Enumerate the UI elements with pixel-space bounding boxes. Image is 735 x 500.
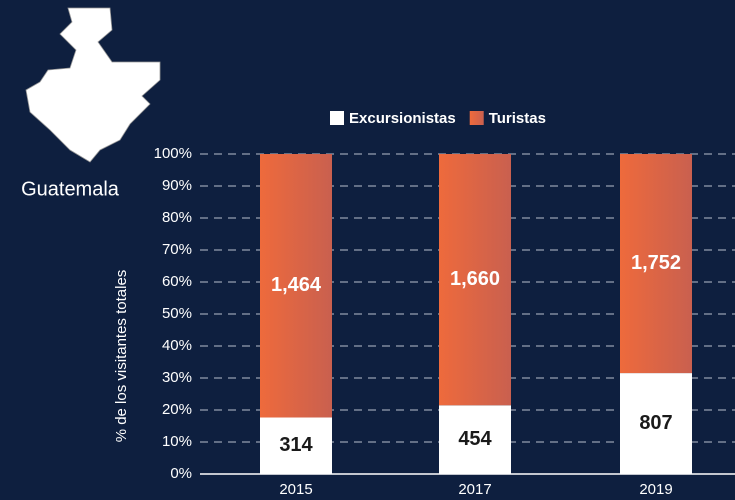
y-tick-label: 80% — [162, 209, 192, 226]
y-tick-label: 40% — [162, 337, 192, 354]
y-tick-label: 100% — [154, 145, 192, 162]
bar-segment — [620, 373, 692, 474]
bar-segment — [439, 154, 511, 406]
y-tick-label: 30% — [162, 369, 192, 386]
y-tick-label: 20% — [162, 401, 192, 418]
x-tick-label: 2019 — [639, 481, 672, 498]
legend-label: Excursionistas — [349, 110, 456, 127]
legend-swatch — [469, 111, 484, 125]
value-label: 807 — [639, 412, 672, 434]
y-tick-label: 90% — [162, 177, 192, 194]
x-tick-label: 2015 — [279, 481, 312, 498]
legend-label: Turistas — [489, 110, 546, 127]
bar-segment — [620, 154, 692, 374]
bar-segment — [439, 405, 511, 474]
bar-segment — [260, 154, 332, 418]
map-label: Guatemala — [21, 178, 120, 200]
y-axis-title: % de los visitantes totales — [113, 270, 130, 443]
y-tick-label: 70% — [162, 241, 192, 258]
bar-segment — [260, 417, 332, 474]
y-tick-label: 50% — [162, 305, 192, 322]
map — [25, 7, 161, 163]
legend-swatch — [330, 111, 344, 125]
x-tick-label: 2017 — [458, 481, 491, 498]
y-tick-label: 0% — [170, 465, 192, 482]
value-label: 1,660 — [450, 268, 500, 290]
y-tick-label: 10% — [162, 433, 192, 450]
value-label: 1,464 — [271, 274, 322, 296]
value-label: 454 — [458, 428, 492, 450]
y-tick-label: 60% — [162, 273, 192, 290]
value-label: 1,752 — [631, 252, 681, 274]
value-label: 314 — [279, 434, 313, 456]
